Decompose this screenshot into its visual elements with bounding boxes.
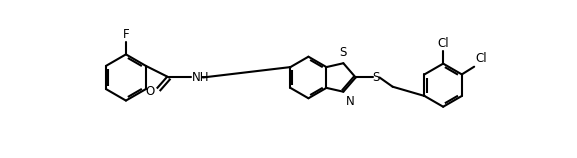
- Text: N: N: [346, 95, 354, 108]
- Text: S: S: [340, 46, 347, 59]
- Text: S: S: [372, 71, 380, 84]
- Text: Cl: Cl: [475, 52, 486, 65]
- Text: Cl: Cl: [437, 37, 449, 50]
- Text: F: F: [123, 28, 129, 41]
- Text: O: O: [145, 85, 155, 98]
- Text: NH: NH: [192, 71, 209, 84]
